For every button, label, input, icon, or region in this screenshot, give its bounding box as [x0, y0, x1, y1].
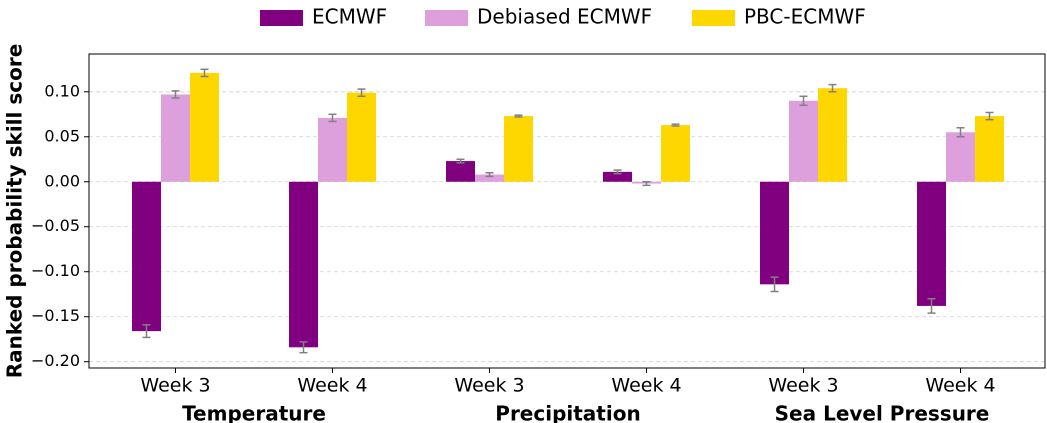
x-tick-label: Week 3 [140, 375, 210, 397]
group-label: Precipitation [495, 402, 640, 423]
error-bar [142, 324, 151, 339]
bar [789, 100, 818, 182]
error-bar [456, 158, 465, 164]
y-axis-label: Ranked probability skill score [3, 44, 27, 379]
y-tick-label: 0.10 [44, 81, 80, 100]
y-tick-label: −0.15 [31, 306, 80, 325]
legend-swatch [692, 10, 735, 26]
error-bar [299, 341, 308, 354]
error-bar [671, 123, 680, 127]
legend-label: Debiased ECMWF [477, 5, 652, 29]
y-tick-label: 0.05 [44, 126, 80, 145]
bar [661, 125, 690, 182]
x-tick-label: Week 4 [611, 375, 681, 397]
bar [318, 117, 347, 182]
bar [917, 181, 946, 306]
error-bar [200, 68, 209, 78]
bar [603, 171, 632, 182]
bar [347, 92, 376, 182]
group-label: Temperature [182, 402, 326, 423]
bar [475, 174, 504, 182]
legend-label: ECMWF [312, 5, 387, 29]
error-bar [956, 127, 965, 138]
error-bar [799, 95, 808, 107]
bar [161, 94, 190, 182]
plot-frame [88, 53, 1046, 369]
error-bar [485, 172, 494, 178]
y-tick-label: −0.20 [31, 351, 80, 370]
legend-label: PBC-ECMWF [744, 5, 866, 29]
error-bar [642, 181, 651, 187]
x-tick-label: Week 3 [454, 375, 524, 397]
legend-swatch [425, 10, 468, 26]
bar [289, 181, 318, 348]
error-bar [171, 90, 180, 99]
bar [190, 72, 219, 182]
legend-swatch [260, 10, 303, 26]
error-bar [927, 297, 936, 314]
x-tick-label: Week 3 [768, 375, 838, 397]
x-tick-label: Week 4 [925, 375, 995, 397]
y-tick-label: −0.10 [31, 261, 80, 280]
group-label: Sea Level Pressure [775, 402, 990, 423]
bar [760, 181, 789, 285]
error-bar [613, 169, 622, 175]
error-bar [514, 114, 523, 118]
error-bar [828, 83, 837, 93]
x-tick-label: Week 4 [297, 375, 367, 397]
error-bar [357, 88, 366, 98]
error-bar [770, 276, 779, 293]
bar [818, 88, 847, 182]
bar [132, 181, 161, 332]
bar [504, 116, 533, 182]
y-tick-label: −0.05 [31, 216, 80, 235]
error-bar [328, 113, 337, 123]
bar [446, 161, 475, 182]
y-tick-label: 0.00 [44, 171, 80, 190]
error-bar [985, 111, 994, 121]
bar [975, 116, 1004, 182]
bar [946, 132, 975, 182]
